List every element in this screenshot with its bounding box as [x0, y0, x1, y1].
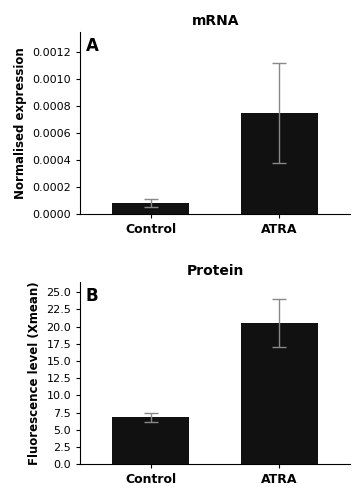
Bar [241, 113, 318, 214]
Title: mRNA: mRNA [191, 14, 239, 28]
Bar [241, 323, 318, 464]
Bar [112, 204, 190, 214]
Text: B: B [86, 288, 98, 306]
Y-axis label: Fluorescence level (Xmean): Fluorescence level (Xmean) [28, 281, 41, 465]
Text: A: A [86, 38, 99, 56]
Bar [112, 418, 190, 464]
Y-axis label: Normalised expression: Normalised expression [14, 47, 27, 199]
Title: Protein: Protein [186, 264, 244, 278]
